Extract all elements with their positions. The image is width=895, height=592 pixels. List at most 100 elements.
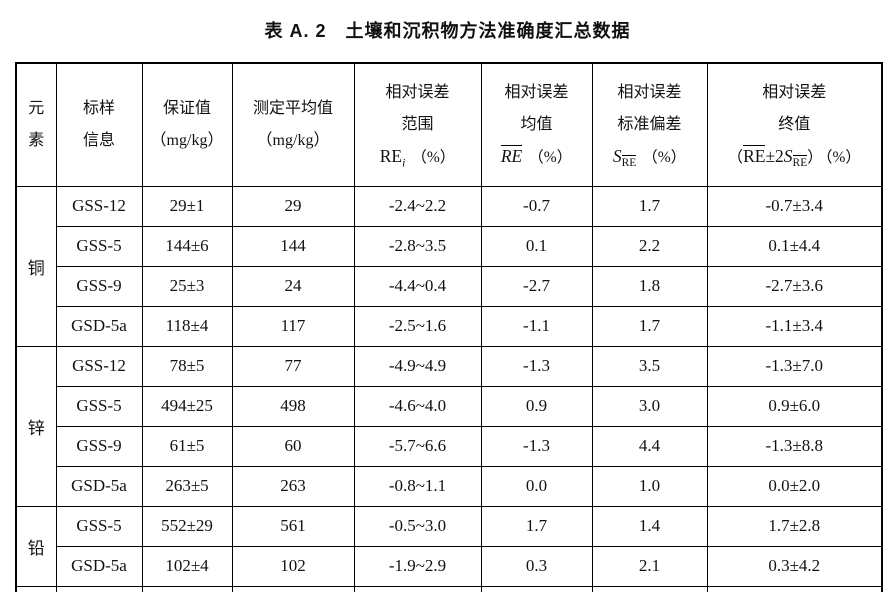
empty-cell — [141, 585, 233, 592]
sample-cell: GSS-5 — [55, 225, 143, 267]
formula-unit: （%） — [411, 148, 456, 166]
measured-mean-cell: 102 — [231, 545, 355, 587]
measured-mean-cell: 60 — [231, 425, 355, 467]
re-range-cell: -0.8~1.1 — [353, 465, 482, 507]
col-header-certified-value: 保证值 （mg/kg） — [141, 62, 233, 187]
re-mean-cell: -1.1 — [480, 305, 593, 347]
table-row: GSS-9 25±3 24 -4.4~0.4 -2.7 1.8 -2.7±3.6 — [16, 265, 883, 307]
table-row: 锌 GSS-12 78±5 77 -4.9~4.9 -1.3 3.5 -1.3±7.0 — [15, 345, 883, 507]
table-row: GSD-5a 102±4 102 -1.9~2.9 0.3 2.1 0.3±4.2 — [16, 545, 883, 587]
formula-close-paren: ） — [807, 148, 823, 166]
accuracy-summary-table: 元 素 标样 信息 保证值 （mg/kg） 测定平均值 （mg/kg） 相对误差 — [15, 62, 883, 592]
sample-cell: GSS-12 — [55, 345, 143, 387]
re-range-cell: -2.5~1.6 — [353, 305, 482, 347]
formula-plusminus: ±2 — [765, 145, 784, 166]
certified-value-cell: 552±29 — [141, 505, 233, 547]
formula-base: S — [612, 145, 622, 166]
col-header-re-final: 相对误差 终值 （RE±2SRE） （%） — [706, 62, 883, 187]
formula-subscript: i — [402, 157, 406, 170]
re-range-cell: -4.6~4.0 — [353, 385, 482, 427]
header-label-line: 相对误差 — [617, 83, 682, 101]
measured-mean-cell: 24 — [231, 265, 355, 307]
element-cell: 铅 — [15, 505, 57, 587]
header-label-line: 素 — [28, 131, 45, 149]
table-row: 铅 GSS-5 552±29 561 -0.5~3.0 1.7 1.4 1.7±2.8 — [15, 505, 883, 587]
re-final-cell: -1.3±8.8 — [706, 425, 883, 467]
certified-value-cell: 494±25 — [141, 385, 233, 427]
col-header-re-mean: 相对误差 均值 RE （%） — [480, 62, 593, 187]
header-label-line: 测定平均值 — [252, 99, 333, 117]
header-unit-line: （mg/kg） — [256, 131, 330, 149]
col-header-measured-mean: 测定平均值 （mg/kg） — [231, 62, 355, 187]
empty-cell — [353, 585, 482, 592]
measured-mean-cell: 561 — [231, 505, 355, 547]
header-unit-line: （mg/kg） — [150, 131, 224, 149]
certified-value-cell: 118±4 — [141, 305, 233, 347]
re-range-cell: -2.4~2.2 — [353, 185, 482, 227]
re-stddev-cell: 1.7 — [591, 305, 708, 347]
re-final-cell: 0.0±2.0 — [706, 465, 883, 507]
header-row: 元 素 标样 信息 保证值 （mg/kg） 测定平均值 （mg/kg） 相对误差 — [15, 62, 883, 187]
table-row: GSD-5a 118±4 117 -2.5~1.6 -1.1 1.7 -1.1±3.4 — [16, 305, 883, 347]
re-stddev-cell: 3.5 — [591, 345, 708, 387]
re-stddev-cell: 1.8 — [591, 265, 708, 307]
formula-open-paren: （ — [727, 148, 744, 166]
formula-subscript: RE — [792, 155, 808, 170]
re-range-cell: -1.9~2.9 — [353, 545, 482, 587]
re-stddev-cell: 4.4 — [591, 425, 708, 467]
re-final-cell: 0.1±4.4 — [706, 225, 883, 267]
header-label-line: 相对误差 — [504, 83, 569, 101]
measured-mean-cell: 144 — [231, 225, 355, 267]
formula-base: RE — [379, 145, 403, 166]
measured-mean-cell: 29 — [231, 185, 355, 227]
empty-cell — [706, 585, 883, 592]
re-final-cell: -1.3±7.0 — [706, 345, 883, 387]
re-range-cell: -5.7~6.6 — [353, 425, 482, 467]
table-caption: 表 A. 2 土壤和沉积物方法准确度汇总数据 — [264, 21, 631, 41]
measured-mean-cell: 263 — [231, 465, 355, 507]
header-label-line: 保证值 — [162, 99, 211, 117]
re-mean-cell: 0.1 — [480, 225, 593, 267]
formula-base-overline: RE — [743, 144, 766, 166]
sample-cell: GSS-5 — [55, 385, 143, 427]
re-final-cell: 0.3±4.2 — [706, 545, 883, 587]
re-mean-cell: 0.0 — [480, 465, 593, 507]
table-row: GSD-5a 263±5 263 -0.8~1.1 0.0 1.0 0.0±2.0 — [16, 465, 883, 507]
header-label-line: 标准偏差 — [617, 115, 682, 133]
table-row: GSS-5 494±25 498 -4.6~4.0 0.9 3.0 0.9±6.0 — [16, 385, 883, 427]
re-stddev-cell: 1.7 — [591, 185, 708, 227]
table-row: GSS-9 61±5 60 -5.7~6.6 -1.3 4.4 -1.3±8.8 — [16, 425, 883, 467]
sample-cell: GSS-5 — [55, 505, 143, 547]
header-label-line: 信息 — [82, 131, 115, 149]
element-cell: 锌 — [15, 345, 57, 507]
re-stddev-cell: 3.0 — [591, 385, 708, 427]
re-stddev-cell: 2.1 — [591, 545, 708, 587]
re-final-cell: 0.9±6.0 — [706, 385, 883, 427]
formula-subscript-overline: RE — [621, 155, 637, 170]
col-header-re-stddev: 相对误差 标准偏差 SRE （%） — [591, 62, 708, 187]
partial-row — [15, 585, 883, 592]
header-label-line: 相对误差 — [762, 83, 827, 101]
certified-value-cell: 29±1 — [141, 185, 233, 227]
certified-value-cell: 263±5 — [141, 465, 233, 507]
re-mean-formula: RE （%） — [482, 141, 591, 173]
empty-cell — [480, 585, 593, 592]
re-stddev-cell: 1.0 — [591, 465, 708, 507]
formula-subscript-overline: RE — [792, 155, 808, 170]
formula-unit: （%） — [824, 148, 861, 166]
header-label-line: 标样 — [82, 99, 115, 117]
re-mean-cell: 0.3 — [480, 545, 593, 587]
certified-value-cell: 144±6 — [141, 225, 233, 267]
re-stddev-cell: 2.2 — [591, 225, 708, 267]
empty-cell — [15, 585, 57, 592]
empty-cell — [591, 585, 708, 592]
sample-cell: GSD-5a — [55, 545, 143, 587]
certified-value-cell: 61±5 — [141, 425, 233, 467]
table-row: GSS-5 144±6 144 -2.8~3.5 0.1 2.2 0.1±4.4 — [16, 225, 883, 267]
header-label-line: 范围 — [401, 115, 434, 133]
formula-s: S — [783, 145, 793, 166]
header-label-line: 相对误差 — [385, 83, 450, 101]
sample-cell: GSD-5a — [55, 305, 143, 347]
re-mean-cell: -2.7 — [480, 265, 593, 307]
